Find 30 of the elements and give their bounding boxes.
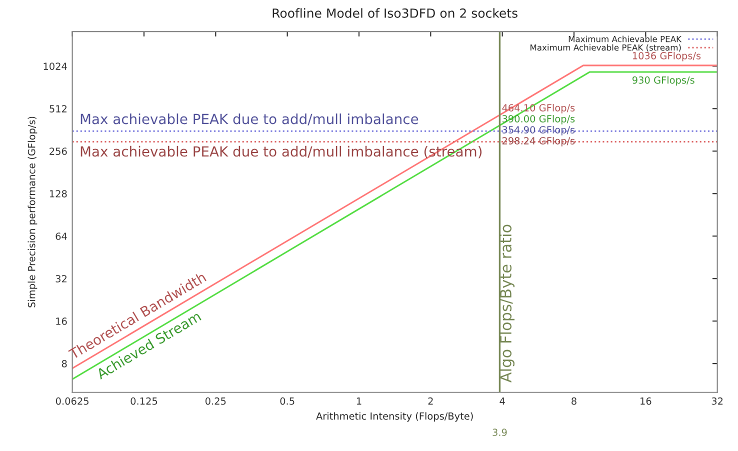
x-tick-label: 0.5 [280, 397, 294, 405]
annotation: Max achievable PEAK due to add/mull imbalance [80, 113, 418, 126]
y-tick-label: 64 [56, 232, 67, 240]
y-tick-label: 256 [50, 148, 67, 155]
y-tick-label: 512 [50, 105, 66, 112]
x-tick-label: 1 [356, 398, 362, 405]
legend-label: Maximum Achievable PEAK (stream) [530, 44, 681, 52]
ref-line-label: Algo Flops/Byte ratio [500, 224, 514, 383]
annotation: 354.90 GFlop/s [502, 126, 575, 136]
annotation: 930 GFlops/s [632, 76, 694, 86]
x-tick-label: 0.25 [205, 397, 226, 405]
chart-title: Roofline Model of Iso3DFD on 2 sockets [272, 8, 518, 18]
y-tick-label: 1024 [44, 62, 67, 70]
x-tick-label: 4 [500, 398, 505, 405]
y-tick-label: 16 [56, 318, 67, 325]
text: 3.9 [492, 428, 507, 436]
y-axis-title: Simple Precision performance (GFlop/s) [28, 116, 38, 308]
x-tick-label: 32 [712, 397, 723, 405]
annotation: 298.24 GFlop/s [502, 136, 575, 146]
x-tick-label: 2 [428, 397, 433, 405]
x-axis-title: Arithmetic Intensity (Flops/Byte) [316, 412, 473, 422]
y-tick-label: 8 [62, 360, 67, 368]
x-tick-label: 16 [640, 397, 652, 405]
annotation: 1036 GFlops/s [632, 52, 701, 62]
legend-label: Maximum Achievable PEAK [568, 36, 682, 42]
x-tick-label: 8 [572, 397, 576, 405]
y-tick-label: 128 [50, 190, 67, 198]
y-tick-label: 32 [56, 275, 66, 282]
x-tick-label: 0.0625 [56, 397, 88, 405]
x-tick-label: 0.125 [130, 397, 158, 405]
